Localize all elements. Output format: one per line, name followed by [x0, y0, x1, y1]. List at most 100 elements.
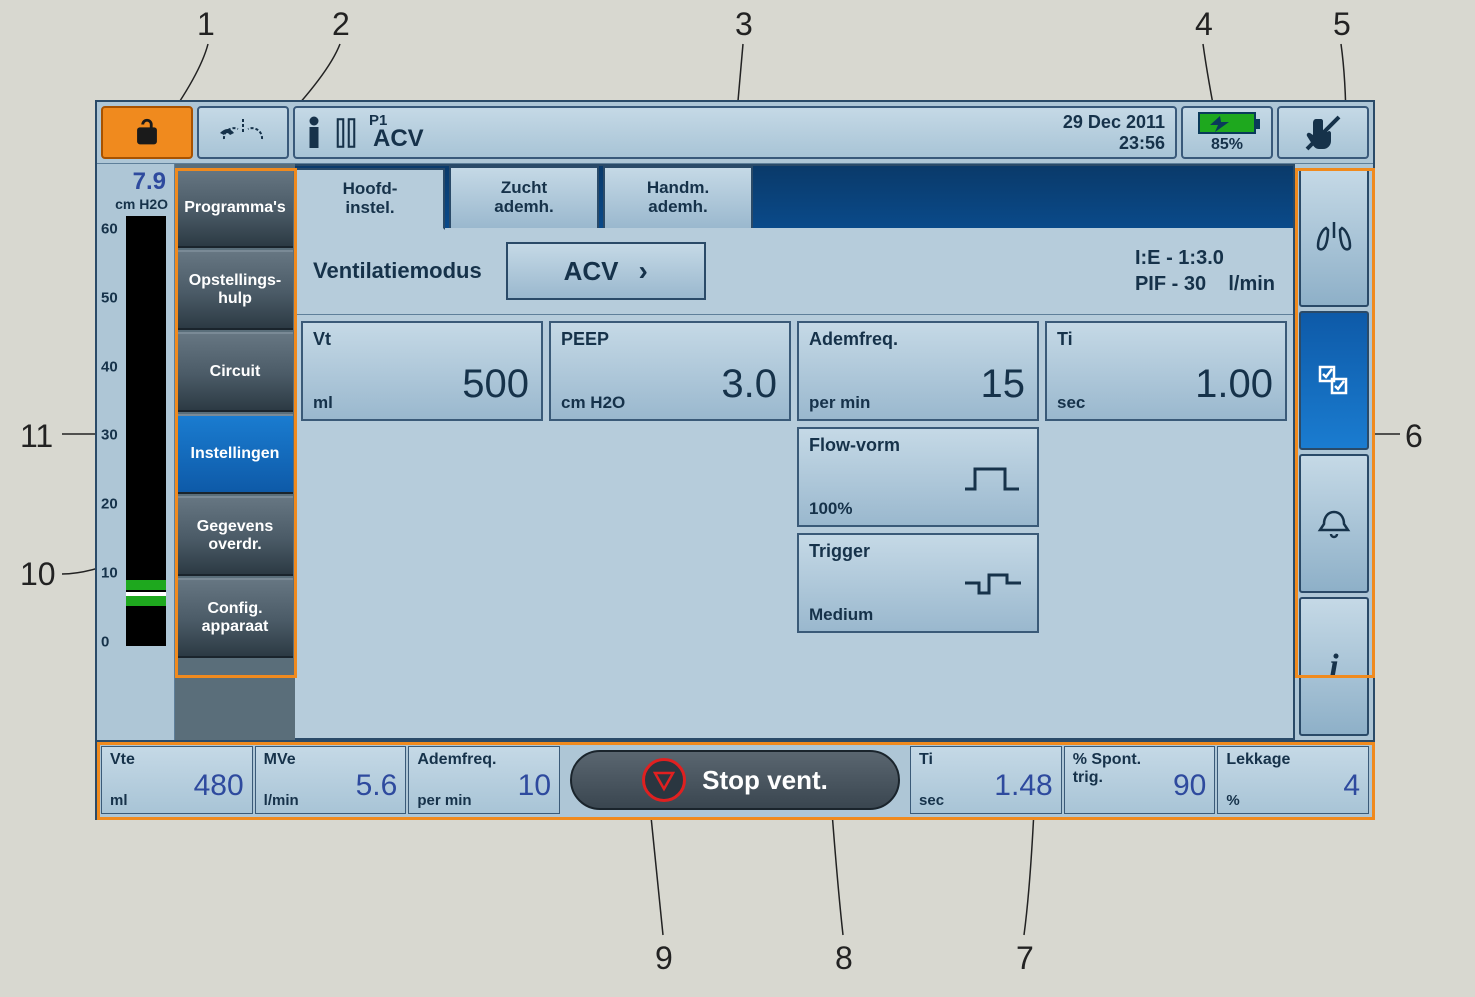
tile-vt[interactable]: Vt 500 ml: [301, 321, 543, 421]
readout-spont: % Spont. trig. 90: [1064, 746, 1216, 814]
settings-panel: Hoofd- instel. Zucht ademh. Handm. ademh…: [295, 164, 1295, 740]
readout-unit: sec: [919, 792, 944, 809]
rnav-alarms[interactable]: [1299, 454, 1369, 593]
rnav-settings[interactable]: [1299, 311, 1369, 450]
callout-1: 1: [197, 6, 215, 43]
nav-programmas[interactable]: Programma's: [177, 168, 293, 248]
tile-ti[interactable]: Ti 1.00 sec: [1045, 321, 1287, 421]
mode-label: Ventilatiemodus: [313, 258, 482, 284]
tile-label: Vt: [313, 329, 531, 350]
stop-cell: Stop vent.: [562, 746, 908, 814]
readout-ti: Ti sec 1.48: [910, 746, 1062, 814]
bell-icon: [1316, 506, 1352, 542]
callout-3: 3: [735, 6, 753, 43]
tab-zucht[interactable]: Zucht ademh.: [449, 166, 599, 228]
gauge-tick: 10: [101, 564, 118, 581]
callout-4: 4: [1195, 6, 1213, 43]
readout-unit: l/min: [264, 792, 299, 809]
gauge-tick: 20: [101, 496, 118, 513]
callout-11: 11: [20, 418, 53, 455]
tile-freq[interactable]: Ademfreq. 15 per min: [797, 321, 1039, 421]
tile-flowvorm[interactable]: Flow-vorm 100%: [797, 427, 1039, 527]
battery-indicator: 85%: [1181, 106, 1273, 159]
lungs-arrow-icon: [218, 115, 268, 151]
bottom-bar: Vte ml 480 MVe l/min 5.6 Ademfreq. per m…: [97, 740, 1373, 818]
lock-button[interactable]: [101, 106, 193, 159]
readout-label: Lekkage: [1226, 751, 1360, 769]
current-mode-label: ACV: [373, 125, 424, 153]
mode-select-button[interactable]: ACV ›: [506, 242, 706, 300]
no-touch-icon: [1303, 113, 1343, 153]
battery-icon: [1198, 112, 1256, 134]
pressure-value: 7.9: [101, 168, 170, 196]
gauge-tick: 40: [101, 358, 118, 375]
readout-value: 10: [518, 769, 551, 803]
tile-value: 1.00: [1195, 362, 1273, 407]
callout-2: 2: [332, 6, 350, 43]
callout-5: 5: [1333, 6, 1351, 43]
lungs-icon: [1314, 218, 1354, 258]
touch-disable-button[interactable]: [1277, 106, 1369, 159]
tile-peep[interactable]: PEEP 3.0 cm H2O: [549, 321, 791, 421]
mode-info-ie: I:E - 1:3.0: [1135, 245, 1275, 271]
square-wave-icon: [963, 463, 1023, 493]
gauge-tick: 50: [101, 289, 118, 306]
patient-icon: [305, 115, 323, 151]
mode-row: Ventilatiemodus ACV › I:E - 1:3.0 PIF - …: [295, 228, 1293, 315]
status-bar: P1 ACV 29 Dec 2011 23:56: [293, 106, 1177, 159]
readout-value: 1.48: [994, 769, 1052, 803]
readout-label: MVe: [264, 751, 398, 769]
datetime: 29 Dec 2011 23:56: [1063, 112, 1165, 153]
nav-config[interactable]: Config. apparaat: [177, 578, 293, 658]
tile-unit: per min: [809, 393, 870, 413]
readout-label: Ademfreq.: [417, 751, 551, 769]
tile-unit: ml: [313, 393, 333, 413]
gauge-tick: 60: [101, 220, 118, 237]
readout-unit: %: [1226, 792, 1239, 809]
tile-unit: cm H2O: [561, 393, 625, 413]
nav-gegevens[interactable]: Gegevens overdr.: [177, 496, 293, 576]
mode-info: I:E - 1:3.0 PIF - 30 l/min: [1135, 245, 1275, 297]
gauge-tick: 30: [101, 427, 118, 444]
nav-instellingen[interactable]: Instellingen: [177, 414, 293, 494]
readout-value: 90: [1173, 769, 1206, 803]
circuit-icon: [335, 115, 357, 151]
tile-value: 3.0: [721, 362, 777, 407]
tile-label: Trigger: [809, 541, 1027, 562]
rnav-waveforms[interactable]: [1299, 168, 1369, 307]
readout-value: 5.6: [356, 769, 398, 803]
tile-label: Ti: [1057, 329, 1275, 350]
date-text: 29 Dec 2011: [1063, 112, 1165, 133]
chevron-right-icon: ›: [639, 255, 648, 287]
checklist-icon: [1316, 363, 1352, 399]
top-bar: P1 ACV 29 Dec 2011 23:56 85%: [97, 102, 1373, 164]
callout-10: 10: [20, 556, 56, 593]
tab-hoofdinstel[interactable]: Hoofd- instel.: [295, 168, 445, 230]
manual-breath-button[interactable]: [197, 106, 289, 159]
tile-label: Flow-vorm: [809, 435, 1027, 456]
tile-label: Ademfreq.: [809, 329, 1027, 350]
tile-unit: sec: [1057, 393, 1085, 413]
tabs: Hoofd- instel. Zucht ademh. Handm. ademh…: [295, 166, 1293, 228]
callout-9: 9: [655, 940, 673, 977]
tab-handm[interactable]: Handm. ademh.: [603, 166, 753, 228]
tile-value: 100%: [809, 499, 852, 519]
tile-trigger[interactable]: Trigger Medium: [797, 533, 1039, 633]
gauge-tick: 0: [101, 633, 109, 650]
pressure-bar: [126, 216, 166, 646]
battery-pct: 85%: [1211, 136, 1243, 154]
time-text: 23:56: [1063, 133, 1165, 154]
stop-vent-button[interactable]: Stop vent.: [570, 750, 900, 810]
nav-circuit[interactable]: Circuit: [177, 332, 293, 412]
mode-info-pif: PIF - 30 l/min: [1135, 271, 1275, 297]
readout-label: Ti: [919, 751, 1053, 769]
rnav-info[interactable]: i: [1299, 597, 1369, 736]
pressure-gauge-panel: 7.9 cm H2O 60 50 40 30 20 10 0: [97, 164, 175, 740]
tile-value: Medium: [809, 605, 873, 625]
readout-unit: per min: [417, 792, 471, 809]
nav-opstellingshulp[interactable]: Opstellings- hulp: [177, 250, 293, 330]
tile-value: 500: [462, 362, 529, 407]
callout-6: 6: [1405, 418, 1423, 455]
readout-freq: Ademfreq. per min 10: [408, 746, 560, 814]
readout-mve: MVe l/min 5.6: [255, 746, 407, 814]
